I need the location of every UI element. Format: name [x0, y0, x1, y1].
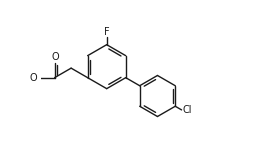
Text: O: O	[29, 73, 37, 83]
Text: F: F	[104, 27, 110, 37]
Text: O: O	[51, 52, 59, 62]
Text: Cl: Cl	[182, 105, 192, 115]
